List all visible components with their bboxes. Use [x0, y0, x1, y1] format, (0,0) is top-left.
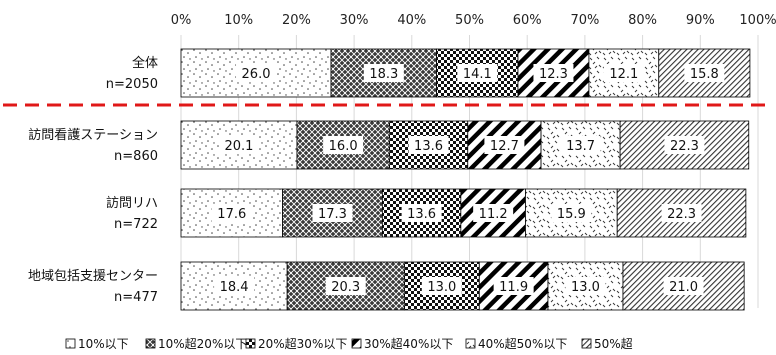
data-label-bg [663, 277, 704, 295]
data-label: 17.6 [217, 207, 246, 222]
category-n-label: n=477 [114, 290, 158, 305]
bar-segment [436, 48, 519, 98]
data-label: 20.1 [225, 139, 254, 154]
data-label-bg [484, 136, 525, 154]
data-label: 12.1 [609, 67, 638, 82]
data-label-bg [603, 64, 644, 82]
data-label: 18.4 [220, 280, 249, 295]
legend-swatch [581, 338, 592, 349]
data-label: 22.3 [667, 207, 696, 222]
data-label: 12.3 [539, 67, 568, 82]
data-label: 13.7 [566, 139, 595, 154]
data-label: 13.6 [414, 139, 443, 154]
data-label-bg [533, 64, 574, 82]
data-label-bg [421, 277, 462, 295]
category-label: 訪問看護ステーション [28, 127, 158, 143]
x-tick-label: 30% [340, 13, 369, 28]
bar-segment [525, 188, 618, 238]
data-label-bg [408, 136, 449, 154]
x-tick-label: 20% [282, 13, 311, 28]
data-label-bg [565, 277, 606, 295]
data-label: 15.8 [690, 67, 719, 82]
data-label: 26.0 [242, 67, 271, 82]
data-label: 14.1 [463, 67, 492, 82]
legend-label: 10%以下 [78, 337, 129, 351]
x-tick-label: 10% [224, 13, 253, 28]
x-tick-label: 100% [739, 13, 776, 28]
x-tick-label: 0% [171, 13, 192, 28]
x-tick-label: 80% [628, 13, 657, 28]
legend-swatch [145, 338, 156, 349]
legend-label: 20%超30%以下 [258, 336, 347, 351]
category-n-label: n=722 [114, 217, 158, 232]
legend: 10%以下 10%超20%以下 20%超30%以下 30%超40%以下 40%超50%以… [65, 336, 633, 351]
data-label: 17.3 [318, 207, 347, 222]
category-label: 全体 [132, 55, 158, 71]
category-n-label: n=2050 [106, 77, 158, 92]
legend-label: 40%超50%以下 [478, 336, 567, 351]
data-label: 21.0 [669, 280, 698, 295]
data-label: 13.0 [571, 280, 600, 295]
data-label: 20.3 [331, 280, 360, 295]
data-label: 15.9 [557, 207, 586, 222]
x-tick-label: 90% [686, 13, 715, 28]
data-label: 13.6 [407, 207, 436, 222]
legend-swatch [245, 338, 256, 349]
data-label: 11.2 [479, 207, 508, 222]
legend-label: 30%超40%以下 [364, 336, 453, 351]
category-n-label: n=860 [114, 149, 158, 164]
category-labels: 全体 n=2050 訪問看護ステーション n=860 訪問リハ n=722 地域包括支援セン… [28, 55, 158, 305]
data-label-bg [325, 277, 366, 295]
data-label-bg [312, 204, 353, 222]
data-label: 16.0 [329, 139, 358, 154]
data-label-bg [323, 136, 364, 154]
data-label-bg [214, 277, 255, 295]
data-label-bg [551, 204, 592, 222]
data-label-bg [236, 64, 277, 82]
x-tick-label: 50% [455, 13, 484, 28]
data-label-bg [401, 204, 442, 222]
x-tick-label: 60% [513, 13, 542, 28]
legend-swatch [465, 338, 476, 349]
data-label-bg [218, 136, 259, 154]
data-label-bg [684, 64, 725, 82]
category-label: 地域包括支援センター [28, 269, 158, 284]
data-label: 18.3 [369, 67, 398, 82]
data-label: 11.9 [499, 280, 528, 295]
data-label: 12.7 [490, 139, 519, 154]
bars: 26.0 18.3 14.1 12.3 12.1 15.8 20.1 16.0 13.6 12.7… [3, 48, 773, 311]
data-label-bg [211, 204, 252, 222]
data-label-bg [363, 64, 404, 82]
data-label-bg [473, 204, 514, 222]
legend-label: 50%超 [594, 336, 633, 351]
data-label-bg [661, 204, 702, 222]
data-label: 22.3 [670, 139, 699, 154]
data-label-bg [560, 136, 601, 154]
legend-label: 10%超20%以下 [158, 336, 247, 351]
legend-swatch [65, 338, 76, 349]
data-label: 13.0 [427, 280, 456, 295]
x-tick-label: 40% [397, 13, 426, 28]
data-label-bg [493, 277, 534, 295]
legend-swatch [351, 338, 362, 349]
x-tick-label: 70% [570, 13, 599, 28]
category-label: 訪問リハ [106, 195, 158, 211]
x-axis: 0% 10% 20% 30% 40% 50% 60% 70% 80% 90% 100% [171, 13, 776, 28]
data-label-bg [664, 136, 705, 154]
data-label-bg [457, 64, 498, 82]
